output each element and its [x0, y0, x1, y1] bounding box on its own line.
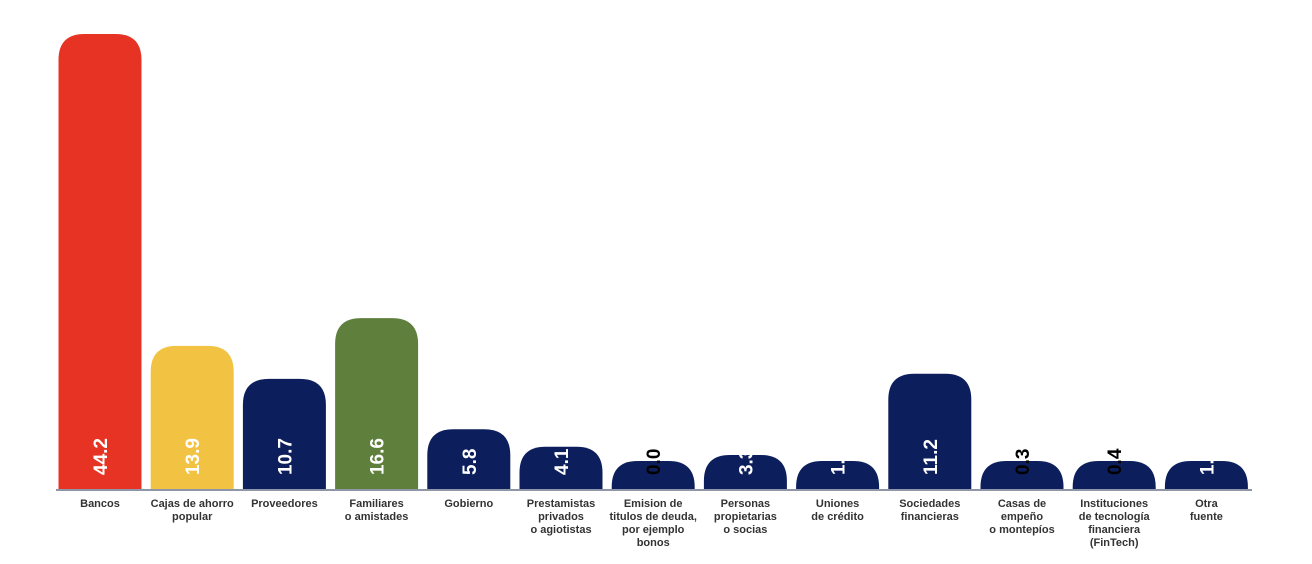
bar-3	[335, 318, 419, 489]
category-label-3: Familiares o amistades	[345, 498, 409, 523]
category-label-line: Cajas de ahorro	[151, 498, 234, 510]
value-labels-layer: 44.2 13.9 10.7 16.6 5.8 4.1 0.0 3.3 1.2 11.2 0.3 0.…	[91, 438, 1218, 475]
category-label-line: de crédito	[811, 511, 864, 523]
bar-5	[519, 446, 603, 489]
category-label-line: Prestamistas	[527, 498, 596, 510]
category-label-11: Instituciones de tecnología financiera (Fin…	[1079, 498, 1151, 549]
bar-value-label-9: 11.2	[921, 439, 942, 475]
category-label-12: Otra fuente	[1190, 498, 1223, 523]
bar-value-label-11: 0.4	[1105, 448, 1126, 475]
category-labels-layer: Bancos Cajas de ahorro popular Proveedores F…	[80, 498, 1223, 549]
category-label-line: financiera	[1088, 524, 1141, 536]
bar-1	[150, 345, 234, 489]
bar-value-label-2: 10.7	[275, 438, 296, 475]
category-label-10: Casas de empeño o montepíos	[989, 498, 1054, 536]
category-label-line: Sociedades	[899, 498, 960, 510]
category-label-6: Emision de titulos de deuda, por ejemplo bo…	[609, 498, 696, 549]
category-label-line: Gobierno	[444, 498, 493, 510]
bar-10	[980, 461, 1064, 489]
category-label-1: Cajas de ahorro popular	[151, 498, 234, 523]
bar-7	[703, 455, 787, 489]
category-label-line: Proveedores	[251, 498, 318, 510]
category-label-line: propietarias	[714, 511, 777, 523]
category-label-line: Otra	[1195, 498, 1219, 510]
category-label-line: popular	[172, 511, 213, 523]
category-label-line: o montepíos	[989, 524, 1054, 536]
category-label-5: Prestamistas privados o agiotistas	[527, 498, 596, 536]
bar-6	[611, 461, 695, 489]
bar-value-label-12: 1.0	[1197, 449, 1218, 475]
category-label-line: Emision de	[624, 498, 683, 510]
bar-value-label-8: 1.2	[829, 449, 850, 475]
category-label-line: o amistades	[345, 511, 409, 523]
category-label-line: o agiotistas	[530, 524, 591, 536]
bar-12	[1164, 461, 1248, 489]
bars-layer	[58, 34, 1248, 489]
category-label-line: Instituciones	[1080, 498, 1148, 510]
category-label-9: Sociedades financieras	[899, 498, 960, 523]
bar-value-label-7: 3.3	[736, 449, 757, 475]
bar-value-label-10: 0.3	[1013, 449, 1034, 475]
bar-2	[242, 378, 326, 489]
category-label-line: empeño	[1001, 511, 1043, 523]
category-label-line: privados	[538, 511, 584, 523]
category-label-line: fuente	[1190, 511, 1223, 523]
category-label-line: financieras	[901, 511, 959, 523]
category-label-line: (FinTech)	[1090, 537, 1139, 549]
bar-value-label-0: 44.2	[91, 438, 112, 475]
category-label-line: de tecnología	[1079, 511, 1151, 523]
category-label-line: titulos de deuda,	[609, 511, 696, 523]
category-label-line: Casas de	[998, 498, 1046, 510]
bar-9	[888, 373, 972, 489]
bar-4	[427, 429, 511, 489]
bar-value-label-1: 13.9	[183, 438, 204, 475]
bar-value-label-6: 0.0	[644, 449, 665, 475]
category-label-line: por ejemplo	[622, 524, 685, 536]
bar-8	[796, 461, 880, 489]
category-label-4: Gobierno	[444, 498, 493, 510]
bar-0	[58, 34, 142, 489]
category-label-0: Bancos	[80, 498, 120, 510]
bar-11	[1072, 461, 1156, 489]
category-label-8: Uniones de crédito	[811, 498, 864, 523]
category-label-line: Personas	[721, 498, 771, 510]
category-label-line: Uniones	[816, 498, 859, 510]
bar-value-label-3: 16.6	[368, 438, 389, 475]
category-label-line: o socias	[723, 524, 767, 536]
category-label-line: Familiares	[349, 498, 403, 510]
category-label-line: Bancos	[80, 498, 120, 510]
category-label-2: Proveedores	[251, 498, 318, 510]
category-label-line: bonos	[637, 537, 670, 549]
bar-value-label-5: 4.1	[552, 448, 573, 475]
category-label-7: Personas propietarias o socias	[714, 498, 777, 536]
bar-value-label-4: 5.8	[460, 449, 481, 475]
